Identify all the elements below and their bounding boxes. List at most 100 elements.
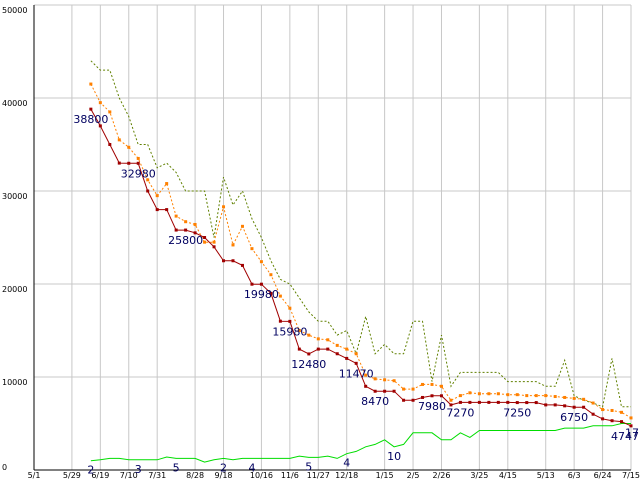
point-price-min — [269, 291, 273, 295]
point-price-avg — [506, 393, 510, 397]
point-price-min — [534, 401, 538, 405]
point-price-avg — [165, 182, 169, 186]
data-label: 32980 — [121, 167, 156, 180]
point-price-avg — [534, 394, 538, 398]
point-price-min — [354, 361, 358, 365]
series-line-shops — [90, 423, 631, 463]
point-price-min — [601, 417, 605, 421]
point-price-min — [231, 259, 235, 263]
point-price-min — [553, 403, 557, 407]
point-price-min — [373, 389, 377, 393]
point-price-min — [240, 263, 244, 267]
point-price-avg — [259, 260, 263, 264]
point-price-avg — [212, 240, 216, 244]
point-price-min — [193, 231, 197, 235]
point-price-avg — [297, 329, 301, 332]
point-price-avg — [335, 343, 339, 347]
point-price-avg — [203, 240, 207, 244]
point-price-avg — [117, 138, 121, 142]
point-price-min — [629, 424, 633, 428]
point-price-avg — [515, 393, 519, 397]
point-price-avg — [601, 408, 605, 412]
point-price-min — [563, 404, 567, 408]
data-label: 7250 — [503, 407, 531, 420]
point-price-avg — [477, 392, 481, 396]
point-price-avg — [610, 408, 614, 412]
x-tick-label: 7/15 — [622, 471, 640, 480]
point-price-avg — [563, 395, 567, 399]
point-price-min — [411, 398, 415, 402]
point-price-min — [477, 400, 481, 404]
data-label: 10 — [387, 450, 401, 463]
point-price-min — [392, 389, 396, 393]
point-price-avg — [620, 410, 624, 414]
point-price-min — [468, 400, 472, 404]
point-price-min — [335, 352, 339, 356]
point-price-avg — [89, 82, 93, 86]
point-price-avg — [364, 373, 368, 377]
point-price-min — [525, 401, 529, 405]
point-price-min — [165, 208, 169, 212]
data-label: 11470 — [339, 367, 374, 380]
point-price-min — [212, 245, 216, 249]
point-price-avg — [307, 333, 311, 337]
point-price-avg — [591, 401, 595, 405]
point-price-avg — [544, 394, 548, 398]
y-tick-label: 40000 — [2, 99, 27, 108]
point-price-avg — [345, 347, 349, 351]
data-label: 7270 — [446, 406, 474, 419]
point-price-avg — [402, 387, 406, 391]
series-line-price-avg — [90, 83, 632, 419]
x-tick-label: 2/5 — [407, 471, 420, 480]
data-label: 8470 — [361, 395, 389, 408]
data-label: 6750 — [560, 411, 588, 424]
point-price-avg — [278, 294, 282, 298]
point-price-min — [449, 403, 453, 407]
point-price-avg — [430, 382, 434, 386]
point-price-avg — [240, 224, 244, 228]
y-tick-label: 50000 — [2, 6, 27, 15]
point-price-min — [89, 107, 93, 111]
point-price-min — [146, 189, 150, 193]
data-label: 5 — [305, 460, 312, 473]
point-price-avg — [146, 178, 150, 182]
point-price-avg — [108, 110, 112, 114]
point-price-avg — [250, 247, 254, 251]
x-tick-label: 7/10 — [120, 471, 138, 480]
series-line-price-min — [90, 108, 632, 427]
x-tick-label: 11/6 — [281, 471, 299, 480]
point-price-min — [620, 420, 624, 424]
point-price-min — [496, 400, 500, 404]
point-price-avg — [468, 391, 472, 395]
point-price-avg — [629, 416, 633, 420]
point-price-avg — [449, 398, 453, 402]
point-price-min — [184, 228, 188, 232]
x-tick-label: 6/3 — [568, 471, 581, 480]
point-price-min — [203, 236, 207, 239]
point-price-min — [364, 384, 368, 388]
point-price-avg — [383, 378, 387, 382]
x-tick-label: 8/28 — [186, 471, 204, 480]
data-label: 3 — [135, 463, 142, 476]
point-price-min — [326, 347, 330, 351]
point-price-min — [515, 401, 519, 405]
y-tick-label: 10000 — [2, 378, 27, 387]
data-label: 2 — [220, 461, 227, 474]
grid — [33, 4, 632, 471]
point-price-avg — [136, 156, 140, 160]
point-price-min — [127, 161, 131, 165]
x-tick-label: 5/1 — [28, 471, 41, 480]
point-price-avg — [98, 101, 102, 105]
point-price-avg — [193, 222, 197, 226]
data-label: 7980 — [418, 400, 446, 413]
data-label: 4 — [343, 457, 350, 470]
data-label: 17 — [625, 427, 639, 440]
x-tick-label: 5/29 — [63, 471, 81, 480]
point-price-avg — [354, 352, 358, 356]
point-price-min — [439, 394, 443, 398]
point-price-avg — [458, 394, 462, 398]
data-label: 15980 — [272, 325, 307, 338]
point-price-min — [610, 419, 614, 423]
point-price-avg — [572, 396, 576, 400]
